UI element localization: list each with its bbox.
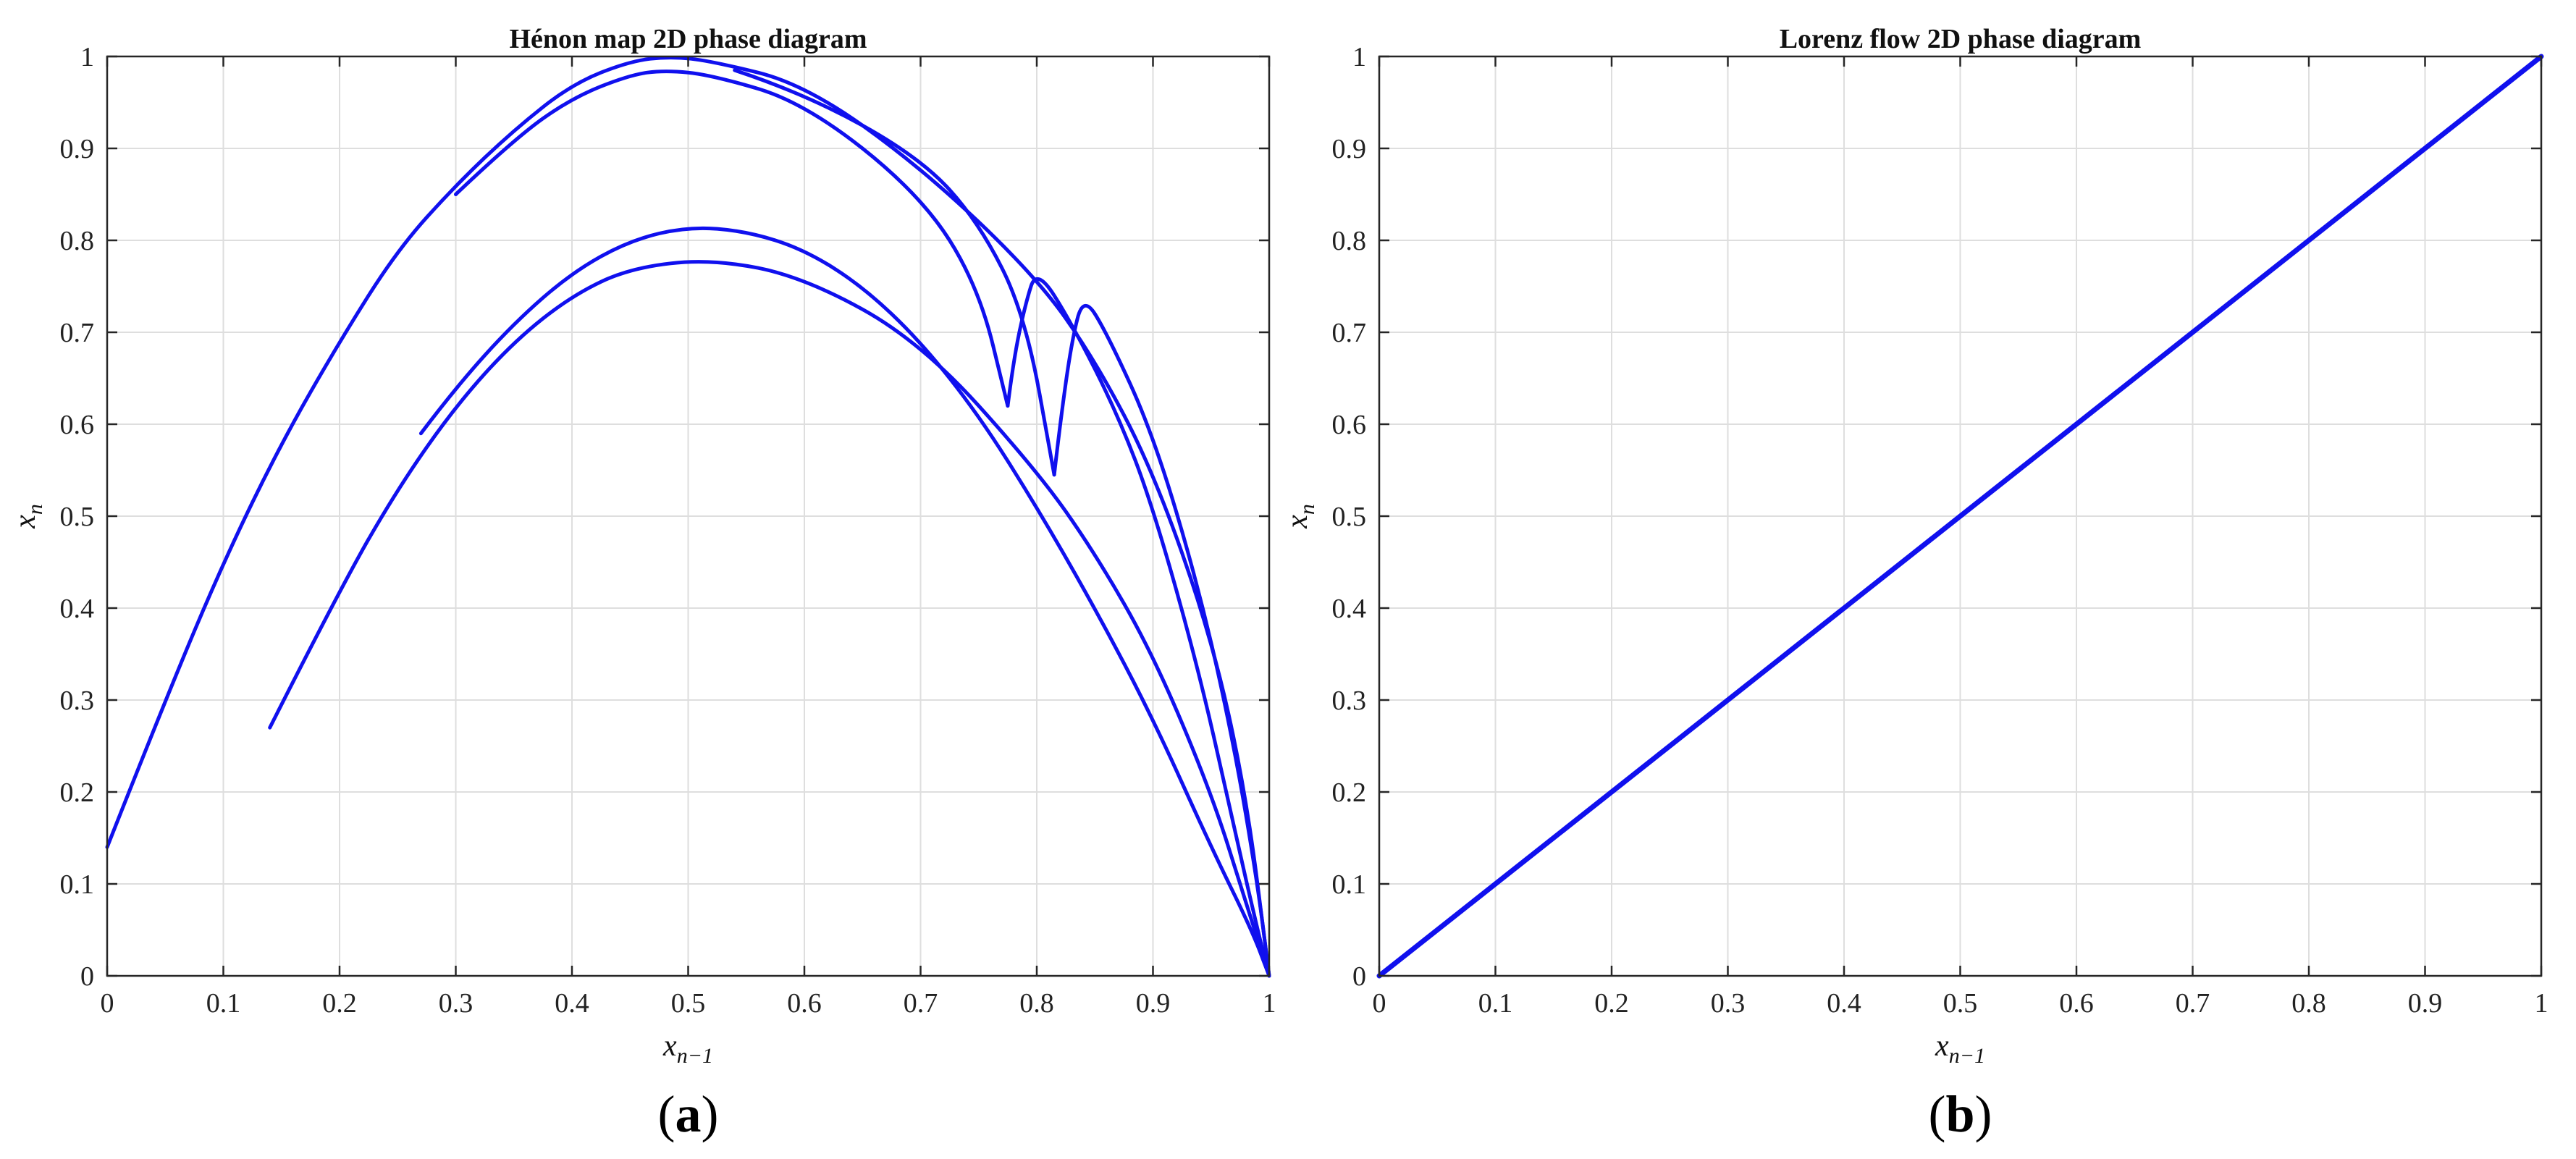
- x-tick-label: 0.8: [1019, 988, 1054, 1019]
- x-tick-label: 0.7: [2176, 988, 2210, 1019]
- x-tick-label: 0.3: [1711, 988, 1746, 1019]
- y-axis-label: xn: [9, 504, 47, 529]
- x-axis-label-subscript: n−1: [677, 1044, 713, 1068]
- chart-lorenz: 0 0.1 0.2 0.3 0.4 0.5 0.6 0.7 0.8 0.9 1 0 0.1 0.2 0.3…: [1281, 24, 2548, 1143]
- x-tick-label: 1: [2535, 988, 2548, 1019]
- x-tick-label: 0.6: [2059, 988, 2094, 1019]
- y-tick-label: 0.1: [60, 869, 95, 900]
- x-tick-labels: 0 0.1 0.2 0.3 0.4 0.5 0.6 0.7 0.8 0.9 1: [1373, 988, 2548, 1019]
- y-tick-label: 0.8: [60, 226, 95, 256]
- series-curve-7: [268, 260, 1271, 978]
- y-tick-label: 0.5: [1332, 502, 1367, 532]
- y-tick-label: 0.3: [1332, 686, 1367, 716]
- x-tick-label: 0.5: [1943, 988, 1978, 1019]
- panel-label-letter: b: [1945, 1085, 1974, 1143]
- chart-henon: 0 0.1 0.2 0.3 0.4 0.5 0.6 0.7 0.8 0.9 1 0 0.1 0.2 0.3…: [9, 24, 1276, 1143]
- y-tick-label: 0: [1352, 961, 1366, 992]
- y-tick-label: 0.7: [60, 318, 95, 348]
- x-tick-label: 0.8: [2291, 988, 2326, 1019]
- panel-label-a: (a): [658, 1085, 719, 1143]
- series-curve-5: [1052, 304, 1271, 978]
- x-axis-label-base: x: [1935, 1029, 1949, 1063]
- y-axis-label-subscript: n: [23, 504, 47, 515]
- series-curve-6: [418, 226, 1271, 978]
- series-curve-1: [105, 56, 1271, 978]
- y-tick-label: 0.7: [1332, 318, 1367, 348]
- x-tick-label: 0: [101, 988, 114, 1019]
- y-tick-label: 0.6: [1332, 410, 1367, 440]
- x-tick-label: 0.9: [2408, 988, 2443, 1019]
- y-tick-label: 0.9: [1332, 134, 1367, 164]
- x-tick-label: 0.2: [322, 988, 357, 1019]
- chart-title: Lorenz flow 2D phase diagram: [1780, 24, 2142, 54]
- x-axis-label-subscript: n−1: [1949, 1044, 1985, 1068]
- x-tick-label: 0: [1373, 988, 1386, 1019]
- grid: [107, 56, 1269, 976]
- y-tick-label: 0: [80, 961, 94, 992]
- x-tick-label: 0.2: [1594, 988, 1629, 1019]
- y-tick-label: 0.5: [60, 502, 95, 532]
- lorenz-diagonal: [1376, 54, 2544, 979]
- chart-title: Hénon map 2D phase diagram: [509, 24, 867, 54]
- x-tick-label: 0.4: [1827, 988, 1861, 1019]
- x-tick-label: 0.5: [671, 988, 706, 1019]
- y-axis-label-subscript: n: [1295, 504, 1319, 515]
- y-tick-label: 0.8: [1332, 226, 1367, 256]
- series-curve-4: [733, 68, 1056, 477]
- y-tick-label: 0.4: [1332, 594, 1367, 624]
- y-tick-label: 1: [1352, 42, 1366, 72]
- y-axis-label-base: x: [9, 515, 42, 529]
- y-tick-label: 0.6: [60, 410, 95, 440]
- tick-marks: [1378, 55, 2543, 977]
- y-tick-label: 0.1: [1332, 869, 1367, 900]
- x-tick-label: 0.1: [1478, 988, 1513, 1019]
- x-tick-labels: 0 0.1 0.2 0.3 0.4 0.5 0.6 0.7 0.8 0.9 1: [101, 988, 1276, 1019]
- y-tick-labels: 0 0.1 0.2 0.3 0.4 0.5 0.6 0.7 0.8 0.9 1: [1332, 42, 1367, 992]
- series-curve-1: [1376, 54, 2544, 979]
- x-axis-label-base: x: [662, 1029, 677, 1063]
- y-tick-label: 1: [80, 42, 94, 72]
- y-tick-label: 0.9: [60, 134, 95, 164]
- x-tick-label: 0.1: [206, 988, 241, 1019]
- x-tick-label: 0.3: [439, 988, 473, 1019]
- x-tick-label: 0.6: [787, 988, 822, 1019]
- series-curve-2: [454, 69, 1010, 408]
- henon-attractor: [105, 56, 1271, 978]
- x-tick-label: 0.4: [555, 988, 589, 1019]
- x-tick-label: 0.9: [1136, 988, 1171, 1019]
- y-tick-label: 0.2: [60, 777, 95, 808]
- series-curve-3: [1006, 277, 1271, 978]
- panel-label-b: (b): [1928, 1085, 1992, 1143]
- x-axis-label: xn−1: [1935, 1029, 1985, 1068]
- y-tick-label: 0.3: [60, 686, 95, 716]
- y-axis-label: xn: [1281, 504, 1319, 529]
- y-axis-label-base: x: [1281, 515, 1314, 529]
- y-tick-label: 0.4: [60, 594, 95, 624]
- y-tick-label: 0.2: [1332, 777, 1367, 808]
- x-tick-label: 0.7: [904, 988, 938, 1019]
- y-tick-labels: 0 0.1 0.2 0.3 0.4 0.5 0.6 0.7 0.8 0.9 1: [60, 42, 95, 992]
- panel-label-letter: a: [675, 1085, 702, 1143]
- x-axis-label: xn−1: [662, 1029, 713, 1068]
- x-tick-label: 1: [1263, 988, 1276, 1019]
- tick-marks: [106, 55, 1271, 977]
